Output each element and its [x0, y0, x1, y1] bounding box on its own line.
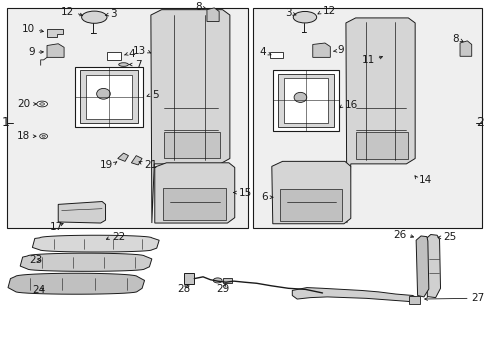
Text: 22: 22	[112, 232, 125, 242]
Text: 19: 19	[100, 160, 113, 170]
Polygon shape	[206, 8, 219, 22]
Polygon shape	[292, 288, 417, 302]
Bar	[222, 278, 232, 283]
Text: 17: 17	[49, 222, 62, 231]
Bar	[75, 67, 143, 127]
Text: 3: 3	[110, 9, 116, 19]
Polygon shape	[271, 161, 350, 224]
Text: 21: 21	[144, 160, 158, 170]
Text: 8: 8	[451, 35, 458, 44]
Polygon shape	[47, 30, 63, 37]
Bar	[107, 52, 121, 59]
Polygon shape	[425, 234, 440, 298]
Bar	[279, 189, 341, 221]
Polygon shape	[20, 253, 152, 271]
Polygon shape	[47, 44, 64, 57]
Bar	[277, 74, 333, 127]
Text: 18: 18	[17, 131, 30, 141]
Text: 4: 4	[128, 49, 135, 59]
Polygon shape	[415, 236, 428, 297]
Text: 12: 12	[61, 7, 74, 17]
Polygon shape	[131, 156, 142, 165]
Ellipse shape	[391, 50, 393, 57]
Ellipse shape	[81, 11, 107, 23]
Polygon shape	[155, 163, 234, 223]
Text: 24: 24	[32, 285, 45, 296]
Text: 7: 7	[135, 59, 141, 69]
Bar	[252, 8, 481, 228]
Ellipse shape	[293, 12, 316, 23]
Polygon shape	[151, 10, 229, 223]
Bar	[85, 75, 132, 119]
Ellipse shape	[97, 89, 110, 99]
Text: 6: 6	[261, 192, 267, 202]
Text: 14: 14	[418, 175, 431, 185]
Ellipse shape	[119, 63, 128, 66]
Text: 4: 4	[259, 48, 266, 57]
Text: 8: 8	[195, 2, 202, 12]
Ellipse shape	[397, 50, 399, 57]
Text: 29: 29	[216, 284, 229, 294]
Text: 12: 12	[322, 6, 335, 17]
Bar	[355, 132, 407, 159]
Ellipse shape	[40, 103, 44, 105]
Bar	[183, 273, 194, 284]
Bar	[80, 70, 138, 123]
Ellipse shape	[37, 101, 47, 107]
Ellipse shape	[40, 134, 47, 139]
Text: 13: 13	[132, 46, 146, 56]
Text: 20: 20	[17, 99, 30, 109]
Bar	[320, 290, 329, 296]
Ellipse shape	[42, 135, 45, 137]
Text: 23: 23	[29, 255, 42, 265]
Bar	[272, 70, 338, 131]
Text: 15: 15	[238, 188, 251, 198]
Text: 1: 1	[2, 116, 10, 129]
Text: 3: 3	[284, 8, 291, 18]
Text: 11: 11	[361, 55, 374, 65]
Polygon shape	[58, 202, 105, 223]
Text: 27: 27	[470, 293, 484, 303]
Bar	[283, 78, 327, 123]
Ellipse shape	[388, 50, 390, 57]
Text: 25: 25	[443, 232, 456, 242]
Text: 26: 26	[392, 230, 406, 239]
Text: 28: 28	[177, 284, 190, 294]
Bar	[163, 132, 220, 158]
Ellipse shape	[293, 93, 306, 102]
Ellipse shape	[394, 50, 396, 57]
Text: 2: 2	[475, 116, 484, 129]
Polygon shape	[345, 18, 414, 223]
Polygon shape	[312, 43, 330, 57]
Text: 10: 10	[21, 24, 35, 35]
Polygon shape	[459, 41, 471, 56]
Text: 5: 5	[152, 90, 158, 100]
Bar	[408, 296, 419, 304]
Ellipse shape	[213, 278, 222, 283]
Ellipse shape	[385, 50, 387, 57]
Bar	[162, 188, 225, 220]
Text: 9: 9	[28, 48, 35, 57]
Text: 9: 9	[336, 45, 343, 55]
Bar	[6, 8, 247, 228]
Polygon shape	[32, 235, 159, 252]
Text: 16: 16	[344, 100, 357, 110]
Polygon shape	[8, 273, 144, 294]
Bar	[270, 51, 283, 58]
Polygon shape	[118, 153, 128, 161]
